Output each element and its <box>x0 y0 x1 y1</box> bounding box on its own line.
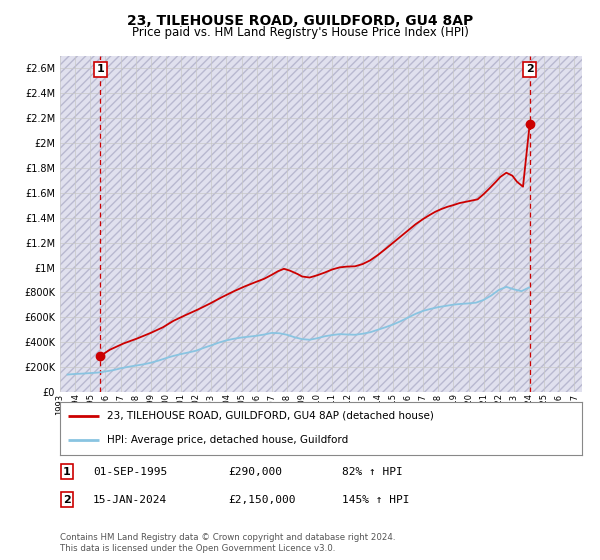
Text: £2,150,000: £2,150,000 <box>228 494 296 505</box>
Text: HPI: Average price, detached house, Guildford: HPI: Average price, detached house, Guil… <box>107 435 348 445</box>
Text: 23, TILEHOUSE ROAD, GUILDFORD, GU4 8AP: 23, TILEHOUSE ROAD, GUILDFORD, GU4 8AP <box>127 14 473 28</box>
Text: 15-JAN-2024: 15-JAN-2024 <box>93 494 167 505</box>
Text: Price paid vs. HM Land Registry's House Price Index (HPI): Price paid vs. HM Land Registry's House … <box>131 26 469 39</box>
Text: 1: 1 <box>63 466 71 477</box>
Text: 2: 2 <box>526 64 533 74</box>
Text: 145% ↑ HPI: 145% ↑ HPI <box>342 494 409 505</box>
Text: Contains HM Land Registry data © Crown copyright and database right 2024.
This d: Contains HM Land Registry data © Crown c… <box>60 533 395 553</box>
Text: 01-SEP-1995: 01-SEP-1995 <box>93 466 167 477</box>
Text: £290,000: £290,000 <box>228 466 282 477</box>
Text: 82% ↑ HPI: 82% ↑ HPI <box>342 466 403 477</box>
Text: 2: 2 <box>63 494 71 505</box>
Text: 23, TILEHOUSE ROAD, GUILDFORD, GU4 8AP (detached house): 23, TILEHOUSE ROAD, GUILDFORD, GU4 8AP (… <box>107 411 434 421</box>
Text: 1: 1 <box>97 64 104 74</box>
